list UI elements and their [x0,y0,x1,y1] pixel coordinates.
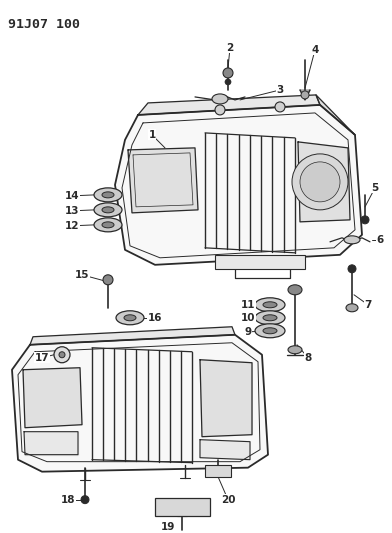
Text: 10: 10 [241,313,255,323]
Circle shape [54,347,70,363]
Text: 4: 4 [311,45,319,55]
Polygon shape [200,360,252,437]
Ellipse shape [212,94,228,104]
Text: 17: 17 [34,353,49,363]
Ellipse shape [124,315,136,321]
Polygon shape [12,335,268,472]
Ellipse shape [346,304,358,312]
Text: 5: 5 [371,183,379,193]
Circle shape [215,105,225,115]
Circle shape [103,275,113,285]
Ellipse shape [263,315,277,321]
Polygon shape [23,368,82,427]
Ellipse shape [255,324,285,338]
Ellipse shape [94,203,122,217]
Circle shape [225,79,231,85]
Text: 13: 13 [65,206,79,216]
Polygon shape [128,148,198,213]
Circle shape [59,352,65,358]
Ellipse shape [288,346,302,354]
Text: 8: 8 [304,353,312,363]
Text: 18: 18 [61,495,75,505]
Bar [205,465,231,477]
Polygon shape [30,327,235,345]
Text: 91J07 100: 91J07 100 [8,18,80,31]
Circle shape [81,496,89,504]
Bar [215,255,305,269]
Ellipse shape [255,298,285,312]
Text: 11: 11 [241,300,255,310]
Text: 9: 9 [245,327,252,337]
Text: 3: 3 [276,85,284,95]
Text: 14: 14 [65,191,79,201]
Circle shape [348,265,356,273]
Ellipse shape [102,192,114,198]
Text: 12: 12 [65,221,79,231]
Ellipse shape [116,311,144,325]
Ellipse shape [94,188,122,202]
Ellipse shape [102,222,114,228]
Circle shape [275,102,285,112]
Circle shape [300,162,340,202]
Polygon shape [200,440,250,459]
Polygon shape [298,142,350,222]
Ellipse shape [255,311,285,325]
Ellipse shape [94,218,122,232]
Text: 19: 19 [161,522,175,531]
Polygon shape [138,95,320,115]
Text: 1: 1 [149,130,156,140]
Polygon shape [300,90,310,100]
Circle shape [292,154,348,210]
Ellipse shape [344,236,360,244]
Polygon shape [316,95,355,135]
Ellipse shape [263,302,277,308]
Circle shape [361,216,369,224]
Polygon shape [115,105,362,265]
Circle shape [223,68,233,78]
Text: 20: 20 [221,495,235,505]
Text: 7: 7 [364,300,372,310]
Polygon shape [24,432,78,455]
Circle shape [301,91,309,99]
Text: 6: 6 [376,235,384,245]
Text: 16: 16 [148,313,162,323]
Ellipse shape [263,328,277,334]
Text: 2: 2 [226,43,234,53]
Bar [155,498,210,515]
Ellipse shape [288,285,302,295]
Text: 15: 15 [75,270,89,280]
Ellipse shape [102,207,114,213]
